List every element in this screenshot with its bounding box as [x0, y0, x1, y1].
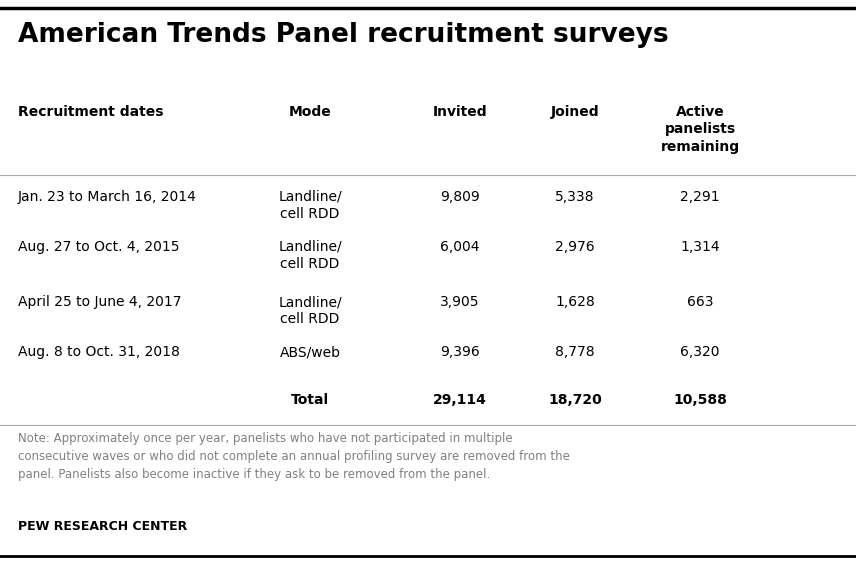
Text: Recruitment dates: Recruitment dates [18, 105, 163, 119]
Text: 9,396: 9,396 [440, 345, 480, 359]
Text: PEW RESEARCH CENTER: PEW RESEARCH CENTER [18, 520, 187, 533]
Text: 2,976: 2,976 [556, 240, 595, 254]
Text: Note: Approximately once per year, panelists who have not participated in multip: Note: Approximately once per year, panel… [18, 432, 570, 481]
Text: Landline/
cell RDD: Landline/ cell RDD [278, 240, 342, 271]
Text: Total: Total [291, 393, 329, 407]
Text: Invited: Invited [432, 105, 487, 119]
Text: Jan. 23 to March 16, 2014: Jan. 23 to March 16, 2014 [18, 190, 197, 204]
Text: 1,314: 1,314 [681, 240, 720, 254]
Text: Landline/
cell RDD: Landline/ cell RDD [278, 295, 342, 327]
Text: Mode: Mode [288, 105, 331, 119]
Text: 6,320: 6,320 [681, 345, 720, 359]
Text: Aug. 8 to Oct. 31, 2018: Aug. 8 to Oct. 31, 2018 [18, 345, 180, 359]
Text: American Trends Panel recruitment surveys: American Trends Panel recruitment survey… [18, 22, 669, 48]
Text: 2,291: 2,291 [681, 190, 720, 204]
Text: 6,004: 6,004 [440, 240, 479, 254]
Text: 10,588: 10,588 [673, 393, 727, 407]
Text: 8,778: 8,778 [556, 345, 595, 359]
Text: Aug. 27 to Oct. 4, 2015: Aug. 27 to Oct. 4, 2015 [18, 240, 180, 254]
Text: 29,114: 29,114 [433, 393, 487, 407]
Text: 1,628: 1,628 [556, 295, 595, 309]
Text: ABS/web: ABS/web [280, 345, 341, 359]
Text: 663: 663 [687, 295, 713, 309]
Text: 9,809: 9,809 [440, 190, 480, 204]
Text: Active
panelists
remaining: Active panelists remaining [661, 105, 740, 153]
Text: April 25 to June 4, 2017: April 25 to June 4, 2017 [18, 295, 181, 309]
Text: 18,720: 18,720 [548, 393, 602, 407]
Text: 3,905: 3,905 [440, 295, 479, 309]
Text: 5,338: 5,338 [556, 190, 595, 204]
Text: Joined: Joined [550, 105, 599, 119]
Text: Landline/
cell RDD: Landline/ cell RDD [278, 190, 342, 221]
